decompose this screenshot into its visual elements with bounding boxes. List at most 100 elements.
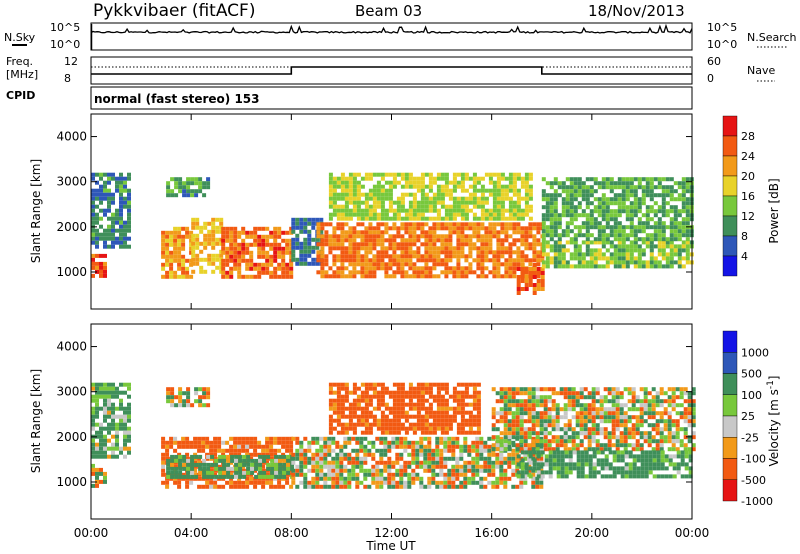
- power-cell: [557, 193, 562, 198]
- velocity-cell: [273, 452, 278, 457]
- velocity-cell: [379, 460, 384, 465]
- velocity-cell: [635, 439, 640, 444]
- power-cell: [561, 244, 566, 249]
- power-cell: [685, 185, 690, 190]
- power-cell: [352, 270, 357, 275]
- power-cell: [432, 238, 437, 243]
- velocity-cell: [111, 454, 115, 459]
- power-cell: [496, 212, 501, 217]
- velocity-cell: [467, 476, 472, 481]
- power-cell: [508, 254, 513, 259]
- velocity-cell: [584, 462, 589, 467]
- velocity-cell: [205, 484, 210, 489]
- power-cell: [561, 205, 566, 210]
- power-cell: [565, 233, 570, 238]
- power-cell: [340, 196, 345, 201]
- power-cell: [316, 234, 321, 239]
- velocity-cell: [395, 452, 400, 457]
- power-cell: [617, 260, 622, 265]
- power-cell: [577, 260, 582, 265]
- power-cell: [468, 196, 473, 201]
- velocity-cell: [507, 403, 512, 408]
- power-cell: [577, 205, 582, 210]
- velocity-cell: [315, 436, 320, 441]
- power-cell: [161, 274, 166, 279]
- power-cell: [191, 253, 196, 258]
- velocity-cell: [631, 407, 636, 412]
- velocity-cell: [198, 395, 203, 400]
- power-cell: [233, 234, 238, 239]
- power-cell: [181, 258, 186, 263]
- power-cell: [456, 250, 461, 255]
- power-cell: [452, 176, 457, 181]
- velocity-cell: [596, 462, 601, 467]
- power-cell: [573, 225, 578, 230]
- power-cell: [424, 274, 429, 279]
- velocity-cell: [299, 448, 304, 453]
- velocity-cell: [519, 399, 524, 404]
- velocity-cell: [424, 390, 429, 395]
- power-cell: [516, 267, 521, 271]
- power-cell: [653, 193, 658, 198]
- power-cell: [237, 230, 242, 235]
- velocity-cell: [368, 398, 373, 403]
- power-cell: [508, 222, 513, 227]
- power-cell: [496, 242, 501, 247]
- velocity-cell: [246, 462, 251, 467]
- power-cell: [541, 244, 546, 249]
- power-cell: [536, 250, 541, 255]
- velocity-cell: [331, 448, 336, 453]
- velocity-cell: [547, 395, 552, 400]
- velocity-cell: [111, 390, 115, 395]
- power-cell: [613, 252, 618, 257]
- velocity-cell: [185, 444, 190, 449]
- velocity-cell: [202, 474, 207, 479]
- velocity-cell: [476, 390, 481, 395]
- velocity-cell: [344, 398, 349, 403]
- velocity-cell: [99, 471, 103, 476]
- power-cell: [480, 238, 485, 243]
- power-cell: [581, 233, 586, 238]
- velocity-cell: [428, 406, 433, 411]
- power-cell: [320, 258, 325, 263]
- power-cell: [488, 242, 493, 247]
- velocity-cell: [379, 452, 384, 457]
- power-cell: [649, 177, 654, 182]
- velocity-cell: [127, 418, 131, 423]
- power-cell: [303, 225, 308, 230]
- power-heatmap: [91, 172, 694, 295]
- velocity-cell: [687, 407, 692, 412]
- power-cell: [428, 266, 433, 271]
- power-cell: [685, 256, 690, 261]
- velocity-cell: [315, 468, 320, 473]
- power-cell: [412, 196, 417, 201]
- power-cell: [340, 274, 345, 279]
- velocity-cell: [364, 418, 369, 423]
- power-cell: [245, 250, 250, 255]
- velocity-cell: [507, 464, 512, 469]
- power-cell: [408, 180, 413, 185]
- velocity-cell: [356, 414, 361, 419]
- velocity-cell: [209, 448, 214, 453]
- power-cell: [528, 234, 533, 239]
- velocity-cell: [111, 394, 115, 399]
- power-cell: [629, 209, 634, 214]
- power-cell: [460, 172, 465, 177]
- power-cell: [609, 209, 614, 214]
- power-cell: [95, 172, 99, 177]
- velocity-cell: [524, 450, 529, 455]
- power-cell: [484, 266, 489, 271]
- velocity-cell: [282, 466, 287, 471]
- power-cell: [319, 229, 324, 234]
- power-cell: [161, 254, 166, 259]
- velocity-cell: [388, 418, 393, 423]
- velocity-cell: [475, 456, 480, 461]
- power-cell: [91, 192, 95, 197]
- velocity-cell: [576, 454, 581, 459]
- power-cell: [524, 184, 529, 189]
- power-cell: [336, 242, 341, 247]
- velocity-cell: [436, 406, 441, 411]
- velocity-cell: [583, 395, 588, 400]
- power-cell: [524, 246, 529, 251]
- velocity-cell: [205, 452, 210, 457]
